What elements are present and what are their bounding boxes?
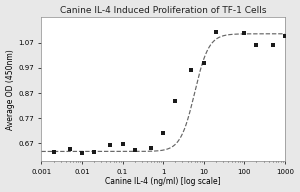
Point (189, 69, 194, 72)
Point (282, 34, 287, 37)
Point (132, 148, 137, 151)
Point (120, 143, 125, 146)
Point (68, 147, 72, 151)
Point (148, 147, 153, 150)
Title: Canine IL-4 Induced Proliferation of TF-1 Cells: Canine IL-4 Induced Proliferation of TF-… (60, 6, 266, 15)
Point (254, 44, 259, 47)
X-axis label: Canine IL-4 (ng/ml) [log scale]: Canine IL-4 (ng/ml) [log scale] (105, 177, 221, 186)
Point (242, 32, 247, 35)
Point (173, 99, 178, 102)
Point (80, 151, 84, 155)
Point (161, 132, 166, 135)
Point (108, 144, 113, 147)
Y-axis label: Average OD (450nm): Average OD (450nm) (6, 49, 15, 130)
Point (51, 151, 56, 154)
Point (201, 61, 206, 64)
Point (213, 31, 218, 34)
Point (92, 151, 97, 154)
Point (270, 43, 275, 46)
